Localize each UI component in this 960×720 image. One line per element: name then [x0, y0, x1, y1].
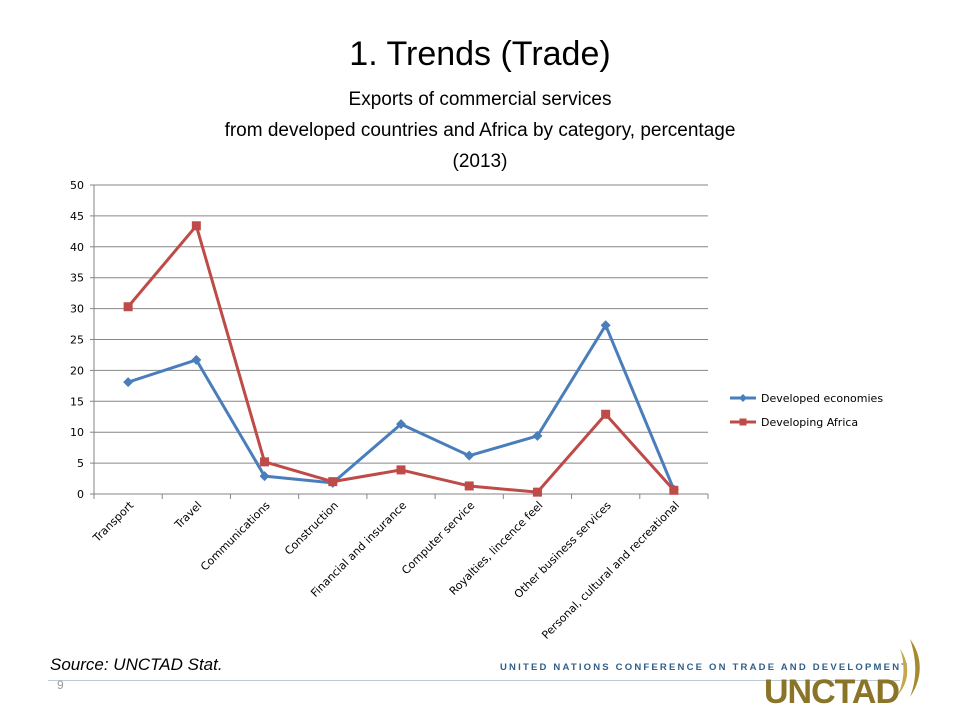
- slide-title: 1. Trends (Trade): [349, 35, 611, 73]
- svg-text:UNCTAD: UNCTAD: [764, 673, 899, 711]
- data-point: [191, 221, 201, 231]
- data-point: [396, 419, 406, 430]
- legend-label: Developed economies: [761, 392, 883, 405]
- data-point: [328, 477, 338, 487]
- data-point: [600, 320, 611, 331]
- x-tick-label: Communications: [198, 499, 273, 574]
- data-point: [601, 409, 611, 419]
- logo-swoosh: [910, 639, 920, 697]
- y-tick-label: 20: [70, 364, 84, 377]
- y-tick-label: 15: [70, 395, 84, 408]
- y-tick-label: 0: [77, 488, 84, 501]
- y-tick-label: 40: [70, 241, 84, 254]
- source-note: Source: UNCTAD Stat.: [50, 655, 223, 674]
- legend-marker: [739, 394, 747, 402]
- data-point: [669, 485, 679, 495]
- page-number: 9: [57, 678, 64, 692]
- subtitle-line: from developed countries and Africa by c…: [224, 120, 736, 141]
- subtitle-line: Exports of commercial services: [348, 89, 612, 110]
- data-point: [396, 465, 406, 475]
- legend-label: Developing Africa: [761, 416, 858, 429]
- series-line: [127, 323, 676, 491]
- data-point: [464, 450, 475, 461]
- data-point: [260, 457, 270, 467]
- series-line: [126, 224, 676, 494]
- unctad-logo: UNCTAD: [764, 639, 920, 711]
- y-tick-label: 30: [70, 303, 84, 316]
- data-point: [123, 377, 134, 388]
- subtitle-line: (2013): [452, 151, 508, 172]
- y-tick-label: 5: [77, 457, 84, 470]
- line-chart: 0 5 10 15 20 25 30 35 40 45 50 Transport TravelCommu…: [70, 179, 883, 640]
- data-point: [532, 430, 543, 441]
- y-tick-label: 10: [70, 426, 84, 439]
- x-tick-label: Transport: [90, 498, 137, 545]
- footer-divider: [48, 680, 900, 681]
- y-tick-label: 50: [70, 179, 84, 192]
- data-point: [464, 481, 474, 491]
- logo-swoosh: [898, 649, 908, 695]
- data-point: [532, 487, 542, 497]
- x-tick-label: Travel: [171, 499, 204, 532]
- data-point: [191, 354, 202, 365]
- x-tick-label: Personal, cultural and recreational: [539, 499, 682, 640]
- organization-name: UNITED NATIONS CONFERENCE ON TRADE AND D…: [500, 662, 910, 673]
- x-tick-label: Computer service: [399, 499, 477, 577]
- y-tick-label: 45: [70, 210, 84, 223]
- chart-subtitle: Exports of commercial services from deve…: [150, 84, 810, 177]
- y-tick-label: 35: [70, 272, 84, 285]
- data-point: [259, 471, 270, 482]
- y-tick-label: 25: [70, 334, 84, 347]
- data-point: [123, 302, 133, 312]
- x-tick-label: Construction: [282, 499, 341, 558]
- legend-marker: [739, 418, 747, 426]
